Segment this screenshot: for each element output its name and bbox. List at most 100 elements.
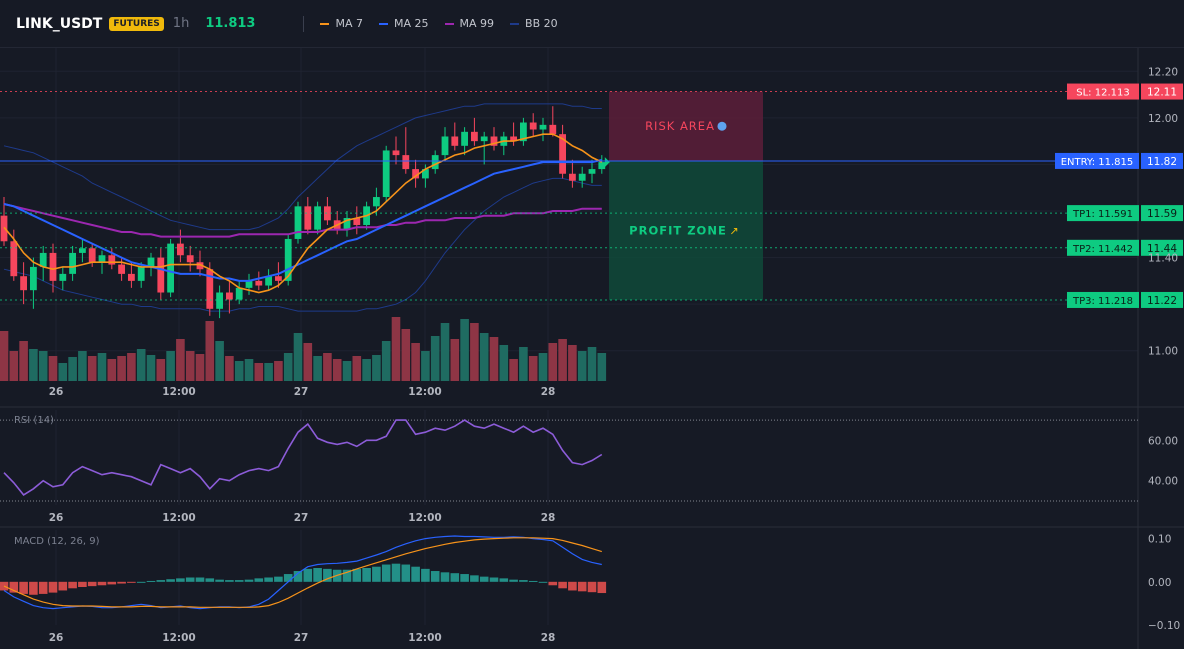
macd-histogram-bar (254, 578, 264, 582)
price-tick-label: 11.00 (1148, 346, 1178, 358)
candle-body (108, 255, 116, 265)
candle-body (49, 252, 57, 281)
macd-histogram-bar (489, 577, 499, 582)
legend-bb20[interactable]: BB 20 (510, 17, 558, 30)
candle-body (461, 131, 468, 146)
macd-histogram-bar (234, 580, 244, 582)
candle-body (186, 255, 194, 263)
macd-histogram-bar (87, 581, 97, 587)
volume-bar (9, 351, 19, 381)
volume-bar (421, 351, 430, 381)
macd-histogram-bar (78, 581, 87, 587)
macd-histogram-bar (470, 575, 479, 582)
macd-label: MACD (12, 26, 9) (14, 536, 100, 547)
macd-histogram-bar (372, 566, 381, 582)
time-tick-label: 27 (294, 632, 309, 644)
candle-body (402, 155, 410, 170)
volume-bar (509, 359, 518, 381)
macd-tick-label: −0.10 (1148, 620, 1180, 632)
axis-ticks: 12.20 12.00 11.40 11.00 26 12:00 27 12:00 28 26 12… (49, 66, 1178, 644)
bb-lower-line (3, 177, 602, 312)
macd-histogram-bar (587, 581, 597, 593)
candle-body (147, 257, 155, 267)
ma25-line (3, 158, 603, 282)
candle-body (343, 217, 351, 230)
time-tick-label: 12:00 (408, 512, 441, 524)
candle-body (79, 248, 86, 253)
macd-histogram-bar (313, 568, 322, 582)
macd-histogram-bar (401, 564, 411, 582)
rsi-line (3, 419, 603, 496)
candle-body (578, 173, 586, 181)
volume-bar (283, 353, 293, 381)
legend-ma7[interactable]: MA 7 (320, 17, 363, 30)
candle-body (431, 155, 439, 170)
volume-bar (117, 356, 126, 381)
macd-histogram-bar (509, 579, 518, 582)
volume-bar (323, 353, 332, 381)
candle-body (451, 136, 459, 146)
volume-bar (107, 359, 117, 381)
volume-bar (470, 323, 479, 381)
candle-body (422, 169, 429, 179)
entry-axis-label: 11.82 (1147, 156, 1177, 168)
price-tick-label: 12.00 (1148, 113, 1178, 125)
shield-icon (717, 121, 727, 131)
macd-histogram-bar (225, 580, 234, 582)
candle-body (480, 136, 488, 142)
volume-bar (195, 354, 205, 381)
symbol-name[interactable]: LINK_USDT (16, 15, 103, 32)
volume-bar (215, 341, 224, 381)
candle-body (382, 150, 390, 198)
tp3-axis-label: 11.22 (1147, 295, 1177, 307)
candle-body (324, 206, 331, 221)
macd-histogram-bar (528, 580, 538, 582)
macd-tick-label: 0.10 (1148, 534, 1171, 546)
volume-bar (254, 363, 264, 381)
time-tick-label: 12:00 (162, 386, 195, 398)
volume-bar (528, 356, 538, 381)
volume-bar (244, 359, 254, 381)
volume-bar (548, 343, 558, 381)
macd-histogram-bar (9, 581, 19, 593)
axis-frame (0, 48, 1184, 649)
price-tick-label: 12.20 (1148, 66, 1178, 78)
legend-ma7-label: MA 7 (335, 17, 363, 30)
time-tick-label: 12:00 (408, 386, 441, 398)
legend-ma99[interactable]: MA 99 (444, 17, 494, 30)
candle-body (265, 276, 272, 286)
candle-body (373, 197, 380, 207)
macd-histogram-bar (411, 566, 420, 582)
macd-histogram-bar (195, 577, 205, 582)
rsi-tick-label: 60.00 (1148, 435, 1178, 447)
bollinger-bands (3, 103, 602, 312)
volume-bar (185, 351, 195, 381)
macd-histogram-bar (479, 576, 489, 582)
macd-histogram-bar (29, 581, 38, 595)
ma7-swatch (320, 22, 330, 25)
macd-histogram-bar (107, 581, 117, 585)
profit-zone (609, 160, 763, 300)
macd-histogram-bar (19, 581, 28, 594)
volume-bar (205, 321, 215, 381)
volume-bar (274, 361, 283, 381)
candle-body (157, 257, 165, 293)
time-tick-label: 28 (541, 386, 556, 398)
legend-bb20-label: BB 20 (525, 17, 558, 30)
legend-ma25[interactable]: MA 25 (379, 17, 429, 30)
volume-bar (166, 351, 175, 381)
last-price: 11.813 (205, 16, 256, 31)
timeframe-selector[interactable]: 1h (172, 16, 190, 31)
ma25-swatch (379, 22, 388, 25)
tp1-axis-label: 11.59 (1147, 208, 1177, 220)
macd-histogram-bar (176, 578, 185, 582)
volume-bar (372, 355, 381, 381)
candle-body (520, 122, 527, 142)
candle-body (88, 248, 96, 263)
trade-zones: RISK AREA PROFIT ZONE ↗ (609, 91, 763, 300)
volume-bar (499, 345, 509, 381)
macd-line (3, 535, 602, 610)
candle-body (245, 280, 253, 288)
volume-bar (401, 329, 411, 381)
